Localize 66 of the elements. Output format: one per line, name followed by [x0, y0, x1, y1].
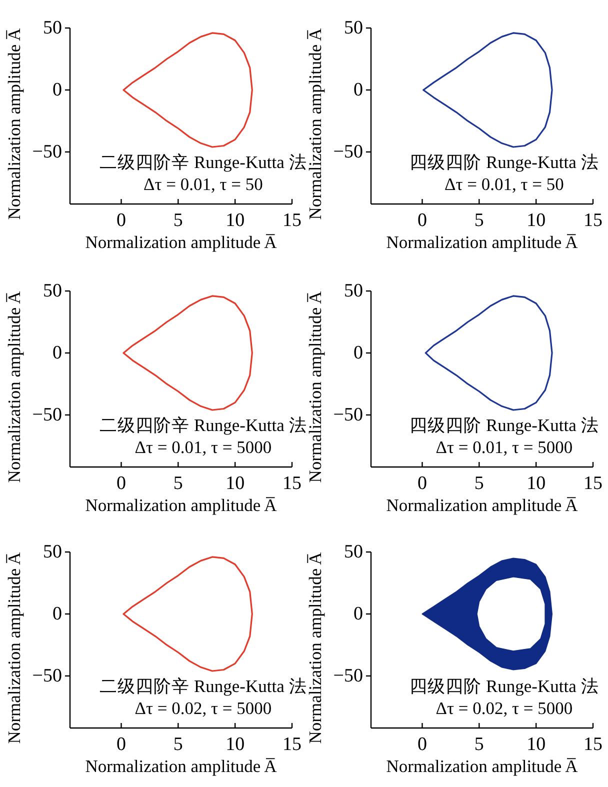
x-tick-label: 5	[474, 473, 484, 494]
x-axis-title: Normalization amplitude A̅	[85, 232, 278, 252]
x-tick-label: 0	[417, 734, 427, 755]
annotation: 二级四阶辛 Runge-Kutta 法	[100, 415, 307, 435]
y-axis-title: Normalization amplitude A̅	[4, 28, 24, 220]
y-axis-title: Normalization amplitude A̅	[4, 552, 24, 744]
y-tick-label: 50	[43, 18, 62, 38]
x-tick-label: 15	[282, 210, 302, 231]
x-axis-title: Normalization amplitude A̅	[386, 756, 578, 776]
x-tick-label: 5	[173, 734, 183, 755]
y-axis-title: Normalization amplitude A̅	[305, 28, 325, 220]
annotation: 四级四阶 Runge-Kutta 法	[410, 676, 599, 696]
y-tick-label: 50	[344, 18, 363, 38]
x-axis-title: Normalization amplitude A̅	[85, 756, 278, 776]
x-tick-label: 10	[226, 473, 245, 494]
annotation: Δτ = 0.02, τ = 5000	[134, 698, 272, 718]
x-tick-label: 5	[173, 210, 183, 231]
x-tick-label: 15	[282, 734, 302, 755]
y-tick-label: −50	[32, 665, 62, 686]
x-tick-label: 15	[282, 473, 302, 494]
annotation: 四级四阶 Runge-Kutta 法	[410, 415, 599, 435]
x-tick-label: 5	[474, 210, 484, 231]
x-tick-label: 0	[116, 473, 126, 494]
y-axis-title: Normalization amplitude A̅	[305, 290, 325, 483]
annotation: 二级四阶辛 Runge-Kutta 法	[100, 676, 307, 696]
x-tick-label: 15	[584, 734, 602, 755]
x-axis-title: Normalization amplitude A̅	[85, 495, 278, 515]
x-tick-label: 0	[417, 473, 427, 494]
y-tick-label: −50	[333, 665, 363, 686]
x-tick-label: 5	[173, 473, 183, 494]
y-tick-label: 0	[52, 342, 62, 364]
y-tick-label: −50	[333, 141, 363, 162]
y-tick-label: 0	[354, 342, 363, 364]
x-tick-label: 10	[526, 210, 546, 231]
y-tick-label: 0	[354, 603, 363, 624]
x-tick-label: 10	[526, 473, 546, 494]
y-tick-label: −50	[32, 141, 62, 162]
annotation: Δτ = 0.01, τ = 5000	[436, 437, 573, 457]
annotation: 二级四阶辛 Runge-Kutta 法	[100, 152, 307, 172]
y-axis-title: Normalization amplitude A̅	[305, 552, 325, 744]
y-tick-label: −50	[333, 404, 363, 426]
x-tick-label: 10	[226, 734, 245, 755]
y-tick-label: 0	[52, 603, 62, 624]
annotation: Δτ = 0.01, τ = 50	[143, 174, 264, 194]
x-tick-label: 15	[584, 210, 602, 231]
x-tick-label: 0	[417, 210, 427, 231]
y-axis-title: Normalization amplitude A̅	[4, 290, 24, 483]
annotation: Δτ = 0.02, τ = 5000	[436, 698, 573, 718]
y-tick-label: −50	[32, 404, 62, 426]
x-tick-label: 10	[226, 210, 245, 231]
x-axis-title: Normalization amplitude A̅	[386, 495, 578, 515]
x-axis-title: Normalization amplitude A̅	[386, 232, 578, 252]
y-tick-label: 0	[52, 79, 62, 100]
x-tick-label: 15	[584, 473, 602, 494]
x-tick-label: 10	[526, 734, 546, 755]
annotation: Δτ = 0.01, τ = 50	[444, 174, 564, 194]
annotation: Δτ = 0.01, τ = 5000	[134, 437, 272, 457]
annotation: 四级四阶 Runge-Kutta 法	[410, 152, 599, 172]
x-tick-label: 0	[116, 734, 126, 755]
y-tick-label: 50	[43, 280, 62, 302]
y-tick-label: 50	[344, 542, 363, 562]
x-tick-label: 5	[474, 734, 484, 755]
y-tick-label: 50	[43, 542, 62, 562]
y-tick-label: 0	[354, 79, 363, 100]
y-tick-label: 50	[344, 280, 363, 302]
x-tick-label: 0	[116, 210, 126, 231]
